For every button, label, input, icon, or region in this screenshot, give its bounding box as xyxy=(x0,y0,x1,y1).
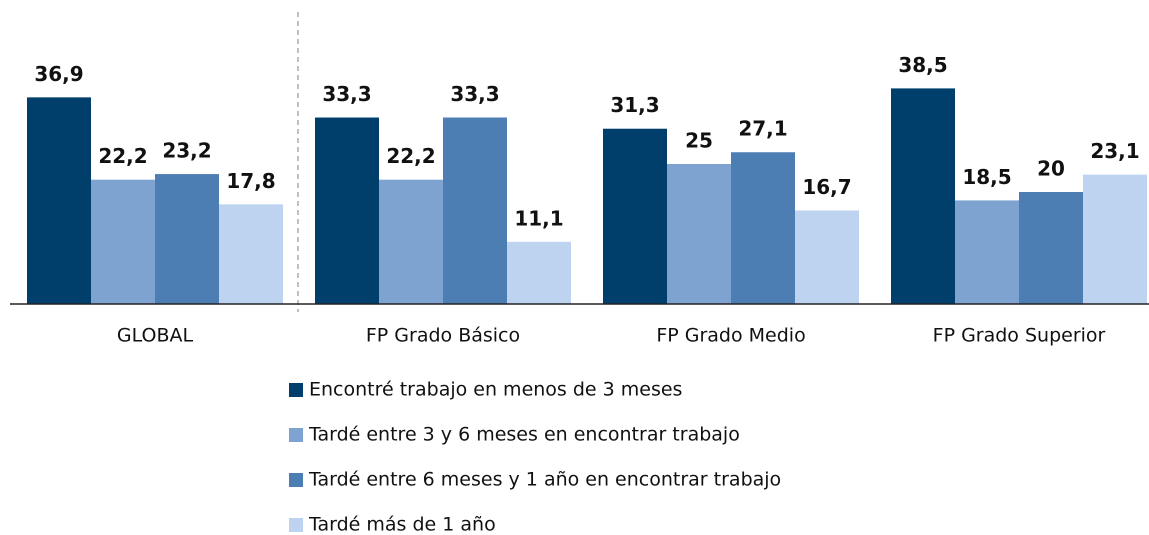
value-label: 22,2 xyxy=(386,144,435,168)
bar xyxy=(507,241,571,304)
bar xyxy=(155,174,219,304)
legend-label: Tardé entre 6 meses y 1 año en encontrar… xyxy=(308,469,781,491)
value-label: 16,7 xyxy=(802,175,851,199)
value-label: 20 xyxy=(1037,157,1065,181)
value-label: 36,9 xyxy=(34,62,83,86)
legend-label: Tardé entre 3 y 6 meses en encontrar tra… xyxy=(308,424,740,446)
value-label: 11,1 xyxy=(514,206,563,230)
bar xyxy=(667,164,731,304)
bar xyxy=(1083,174,1147,304)
legend-label: Tardé más de 1 año xyxy=(308,514,496,535)
x-tick-label: FP Grado Básico xyxy=(366,325,520,347)
bar xyxy=(315,117,379,305)
x-tick-label: FP Grado Superior xyxy=(933,325,1106,347)
bar xyxy=(795,210,859,304)
bar xyxy=(219,204,283,304)
value-label: 25 xyxy=(685,129,713,153)
value-label: 23,2 xyxy=(162,139,211,163)
bar xyxy=(27,97,91,304)
legend-swatch xyxy=(289,428,303,442)
legend-swatch xyxy=(289,473,303,487)
x-tick-label: GLOBAL xyxy=(117,325,194,347)
bar xyxy=(1019,192,1083,304)
bar xyxy=(91,179,155,304)
legend-label: Encontré trabajo en menos de 3 meses xyxy=(309,379,682,401)
legend-swatch xyxy=(289,518,303,532)
bar xyxy=(955,200,1019,304)
value-label: 17,8 xyxy=(226,169,275,193)
value-label: 22,2 xyxy=(98,144,147,168)
value-label: 31,3 xyxy=(610,93,659,117)
value-label: 18,5 xyxy=(962,165,1011,189)
value-label: 33,3 xyxy=(322,82,371,106)
x-tick-label: FP Grado Medio xyxy=(656,325,805,347)
value-label: 23,1 xyxy=(1090,139,1139,163)
value-label: 27,1 xyxy=(738,117,787,141)
value-label: 33,3 xyxy=(450,82,499,106)
bar xyxy=(443,117,507,305)
value-label: 38,5 xyxy=(898,53,947,77)
bar xyxy=(379,179,443,304)
bar xyxy=(891,88,955,305)
legend-swatch xyxy=(289,383,303,397)
bar xyxy=(603,128,667,304)
bar xyxy=(731,152,795,304)
